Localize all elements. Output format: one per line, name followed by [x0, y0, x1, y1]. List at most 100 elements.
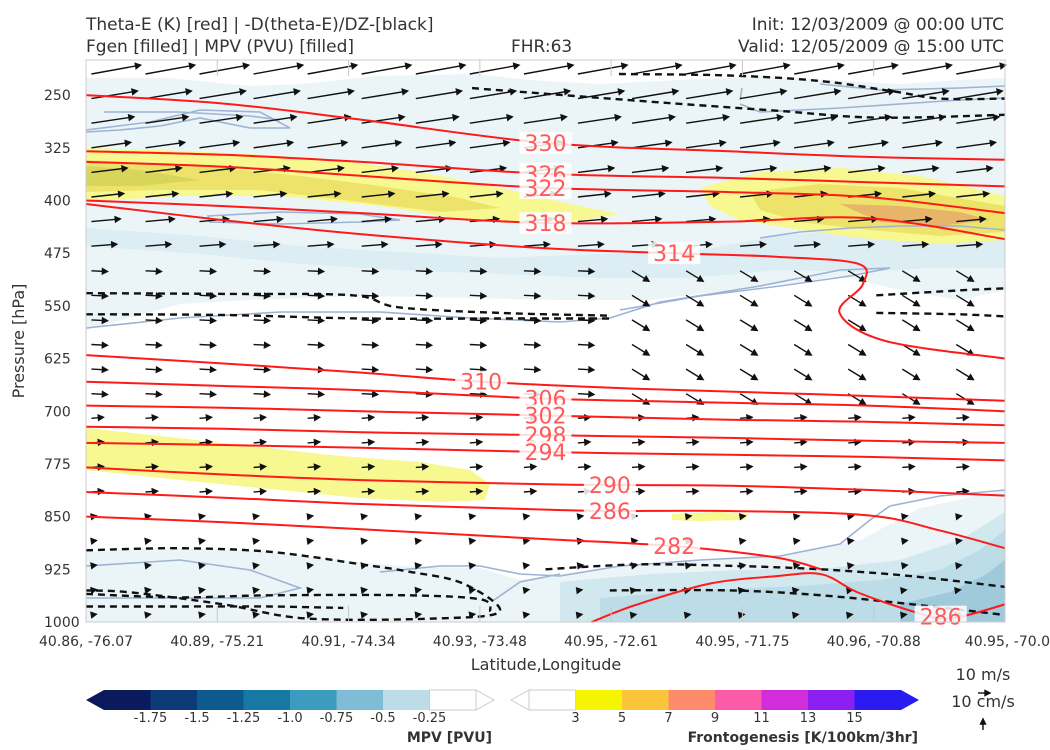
dthetae-dz-contour: [86, 605, 344, 610]
wind-vector-head: [414, 586, 423, 595]
wind-vector: [740, 165, 778, 174]
wind-vector-head: [874, 190, 883, 198]
wind-vector-shaft: [199, 64, 249, 75]
mpv-outline: [759, 225, 1006, 239]
wind-vector-head: [800, 487, 808, 496]
wind-vector: [523, 240, 551, 249]
wind-vector: [415, 438, 430, 447]
wind-vector-shaft: [740, 167, 776, 174]
wind-vector: [955, 319, 975, 332]
wind-vector-head: [475, 463, 484, 471]
wind-vector: [685, 343, 705, 356]
wind-vector: [469, 316, 488, 325]
wind-vector-shaft: [91, 141, 131, 149]
wind-vector-head: [134, 62, 143, 70]
wind-vector-head: [854, 414, 862, 422]
wind-vector-shaft: [91, 167, 128, 174]
wind-vector-head: [941, 88, 950, 96]
wind-vector-shaft: [415, 90, 462, 100]
wind-vector: [199, 438, 214, 447]
wind-vector-head: [127, 113, 136, 122]
wind-vector-shaft: [956, 90, 1003, 100]
wind-vector: [577, 215, 609, 224]
wind-vector-head: [306, 586, 315, 595]
dthetae-dz-contour: [85, 313, 610, 320]
wind-vector-head: [333, 190, 342, 198]
wind-vector: [91, 139, 133, 149]
wind-vector-head: [101, 365, 109, 374]
wind-vector: [631, 294, 651, 307]
fgen-colorbar-tick: 9: [711, 711, 719, 726]
wind-vector-head: [935, 139, 943, 147]
wind-vector-head: [533, 267, 542, 276]
wind-vector-shaft: [685, 116, 729, 124]
wind-vector: [253, 139, 295, 149]
wind-vector: [253, 240, 281, 249]
mpv-colorbar-swatch: [243, 690, 291, 710]
wind-vector: [631, 62, 683, 75]
wind-vector: [253, 267, 272, 276]
wind-vector-head: [576, 562, 585, 570]
wind-vector-shaft: [253, 116, 297, 124]
wind-vector: [522, 537, 531, 546]
wind-vector: [955, 562, 963, 570]
wind-vector: [199, 341, 218, 349]
wind-vector: [414, 562, 423, 570]
wind-vector: [145, 365, 163, 374]
wind-vector-head: [367, 414, 376, 422]
wind-vector-shaft: [631, 167, 668, 174]
wind-vector: [793, 319, 813, 332]
wind-vector-head: [887, 88, 896, 96]
wind-vector: [577, 463, 592, 471]
wind-vector: [902, 139, 943, 149]
wind-vector: [685, 113, 731, 124]
wind-vector-head: [931, 165, 940, 173]
wind-vector-head: [367, 438, 376, 447]
wind-vector: [307, 487, 322, 496]
wind-vector: [576, 562, 585, 570]
wind-vector-head: [144, 513, 152, 521]
wind-vector-head: [479, 267, 488, 276]
wind-vector: [577, 62, 629, 75]
wind-vector: [252, 562, 260, 570]
wind-vector-head: [846, 537, 855, 546]
wind-vector-head: [792, 537, 801, 546]
wind-vector-head: [901, 562, 909, 570]
wind-vector: [631, 139, 673, 149]
wind-vector: [956, 414, 970, 422]
wind-vector: [575, 586, 584, 595]
wind-vector-head: [458, 62, 467, 70]
fgen-colorbar: 3 5 7 9 11 13 15: [509, 689, 919, 726]
wind-vector: [252, 586, 260, 595]
theta-e-label: 294: [525, 441, 567, 466]
wind-vector: [956, 113, 1001, 124]
wind-vector: [91, 88, 139, 100]
wind-vector-head: [384, 215, 393, 224]
filled-fields: [86, 74, 1005, 622]
wind-vector-head: [833, 88, 842, 96]
wind-vector-head: [533, 341, 542, 349]
wind-vector-head: [313, 487, 322, 496]
fgen-colorbar-tick: 5: [618, 711, 626, 726]
wind-vector-head: [642, 373, 651, 381]
wind-vector: [901, 294, 921, 307]
wind-vector-head: [575, 586, 584, 595]
wind-vector: [523, 365, 542, 374]
wind-vector-shaft: [523, 64, 574, 75]
wind-vector-head: [414, 513, 423, 521]
wind-vector: [523, 341, 542, 349]
wind-vector: [739, 294, 759, 307]
wind-vector-head: [425, 365, 434, 374]
wind-vector-head: [101, 316, 109, 325]
wind-vector: [306, 513, 315, 521]
wind-vector-head: [110, 240, 119, 249]
wind-vector-head: [371, 316, 380, 325]
fgen-colorbar-swatch: [761, 690, 809, 710]
wind-vector-head: [209, 341, 218, 349]
fgen-colorbar-tick: 13: [800, 711, 817, 726]
wind-vector: [577, 113, 622, 124]
mpv-colorbar-tick: -1.75: [134, 711, 168, 726]
wind-vector: [361, 267, 380, 276]
wind-vector-head: [597, 240, 605, 249]
mpv-outline: [85, 559, 303, 599]
